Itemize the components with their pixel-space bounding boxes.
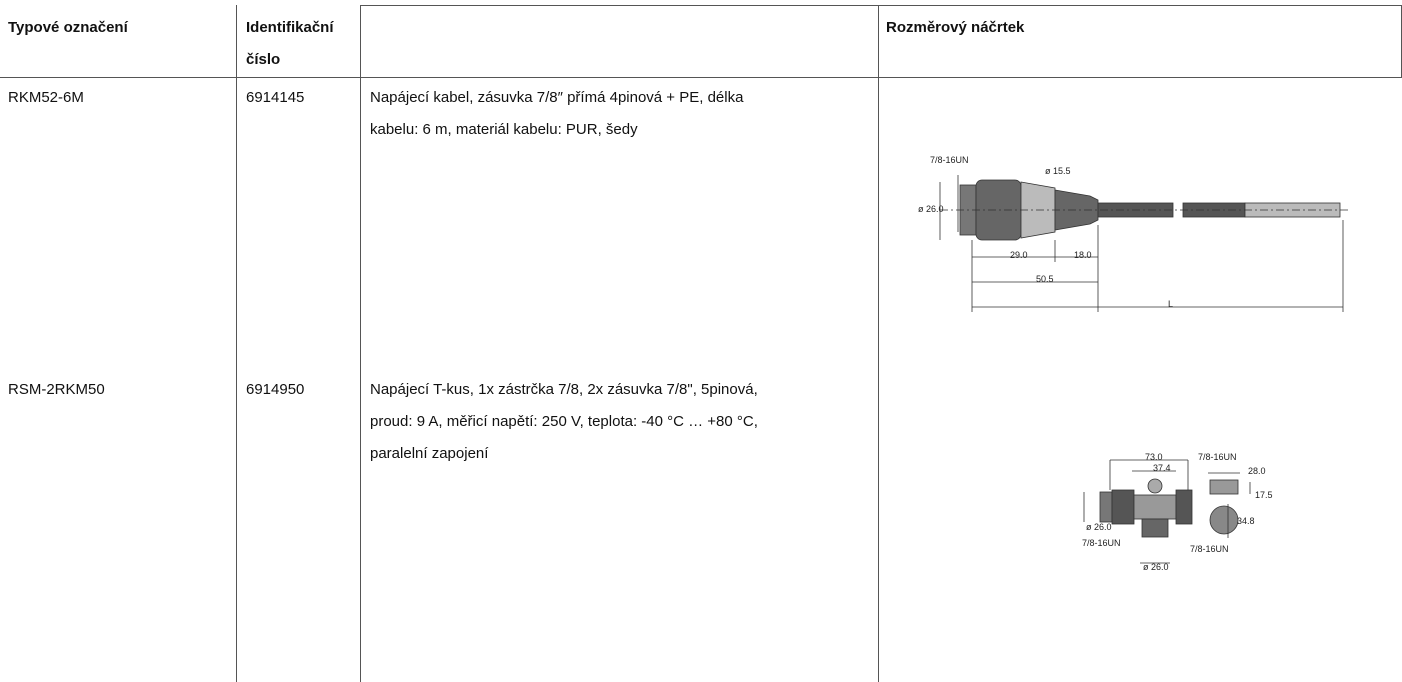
- dimension-label: ø 26.0: [1086, 522, 1112, 532]
- dimension-label: 50.5: [1036, 274, 1054, 284]
- dimension-label: L: [1168, 299, 1173, 309]
- sketches: 7/8-16UN ø 15.5 ø 26.0 29.0 18.0 50.5 L 73.0 7/8…: [0, 0, 1402, 677]
- dimension-label: 7/8-16UN: [1190, 544, 1229, 554]
- dimension-label: 17.5: [1255, 490, 1273, 500]
- dimension-label: 18.0: [1074, 250, 1092, 260]
- dimension-label: 7/8-16UN: [1198, 452, 1237, 462]
- dimension-label: 7/8-16UN: [1082, 538, 1121, 548]
- dimension-label: 29.0: [1010, 250, 1028, 260]
- dimension-label: 28.0: [1248, 466, 1266, 476]
- page: Typové označení Identifikační číslo Rozm…: [0, 0, 1402, 677]
- dimension-label: ø 26.0: [918, 204, 944, 214]
- dimension-label: ø 26.0: [1143, 562, 1169, 572]
- drawing-cable: [940, 175, 1350, 312]
- dimension-label: 34.8: [1237, 516, 1255, 526]
- dimension-label: ø 15.5: [1045, 166, 1071, 176]
- dimension-label: 73.0: [1145, 452, 1163, 462]
- dimension-label: 7/8-16UN: [930, 155, 969, 165]
- dimension-label: 37.4: [1153, 463, 1171, 473]
